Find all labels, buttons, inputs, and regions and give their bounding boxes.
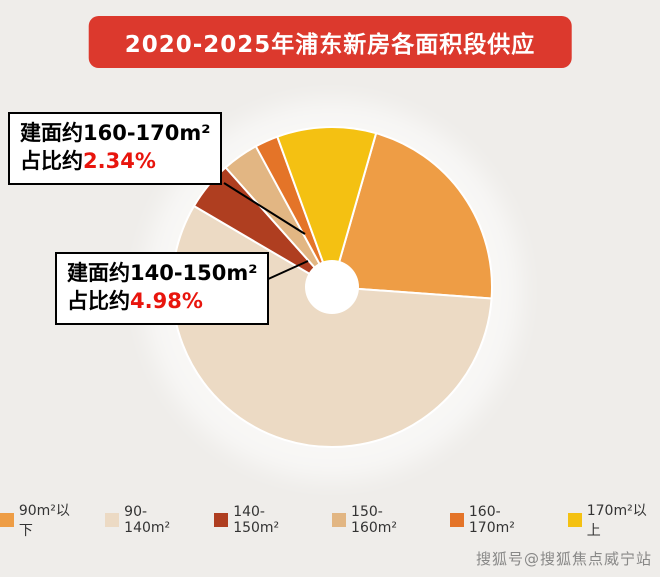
pie-slice-0 bbox=[330, 131, 493, 300]
pie-slice-5 bbox=[275, 126, 378, 291]
callout-160-170-value: 2.34% bbox=[83, 149, 156, 174]
callout-160-170: 建面约160-170m² 占比约2.34% bbox=[8, 112, 223, 185]
chart-title-banner: 2020-2025年浦东新房各面积段供应 bbox=[88, 16, 572, 68]
legend-swatch-icon bbox=[0, 513, 14, 527]
callout-160-170-title: 建面约160-170m² bbox=[20, 121, 211, 145]
legend-item: 150-160m² bbox=[332, 504, 428, 536]
legend-item: 90-140m² bbox=[105, 504, 192, 536]
legend-swatch-icon bbox=[450, 513, 464, 527]
legend-label: 90m²以下 bbox=[18, 503, 70, 539]
legend-item: 170m²以上 bbox=[567, 500, 660, 540]
legend-label: 140-150m² bbox=[233, 504, 280, 536]
legend-swatch-icon bbox=[105, 513, 120, 527]
legend-label: 90-140m² bbox=[124, 504, 171, 536]
legend: 90m²以下 90-140m² 140-150m² 150-160m² 160-170m… bbox=[0, 500, 660, 540]
legend-label: 150-160m² bbox=[351, 504, 398, 536]
legend-item: 160-170m² bbox=[450, 504, 546, 536]
callout-140-150: 建面约140-150m² 占比约4.98% bbox=[55, 252, 270, 325]
legend-swatch-icon bbox=[332, 513, 347, 527]
legend-swatch-icon bbox=[567, 513, 582, 527]
legend-label: 160-170m² bbox=[468, 504, 515, 536]
legend-swatch-icon bbox=[214, 513, 229, 527]
callout-160-170-prefix: 占比约 bbox=[20, 149, 83, 174]
callout-160-170-row: 占比约2.34% bbox=[20, 147, 210, 175]
callout-140-150-title: 建面约140-150m² bbox=[67, 261, 258, 285]
pie-center-hole bbox=[305, 260, 359, 314]
legend-label: 170m²以上 bbox=[586, 503, 647, 539]
legend-item: 90m²以下 bbox=[0, 500, 83, 540]
legend-item: 140-150m² bbox=[214, 504, 310, 536]
callout-140-150-prefix: 占比约 bbox=[67, 289, 130, 314]
callout-140-150-row: 占比约4.98% bbox=[67, 287, 257, 315]
watermark: 搜狐号@搜狐焦点威宁站 bbox=[475, 550, 652, 568]
callout-140-150-value: 4.98% bbox=[130, 289, 203, 314]
